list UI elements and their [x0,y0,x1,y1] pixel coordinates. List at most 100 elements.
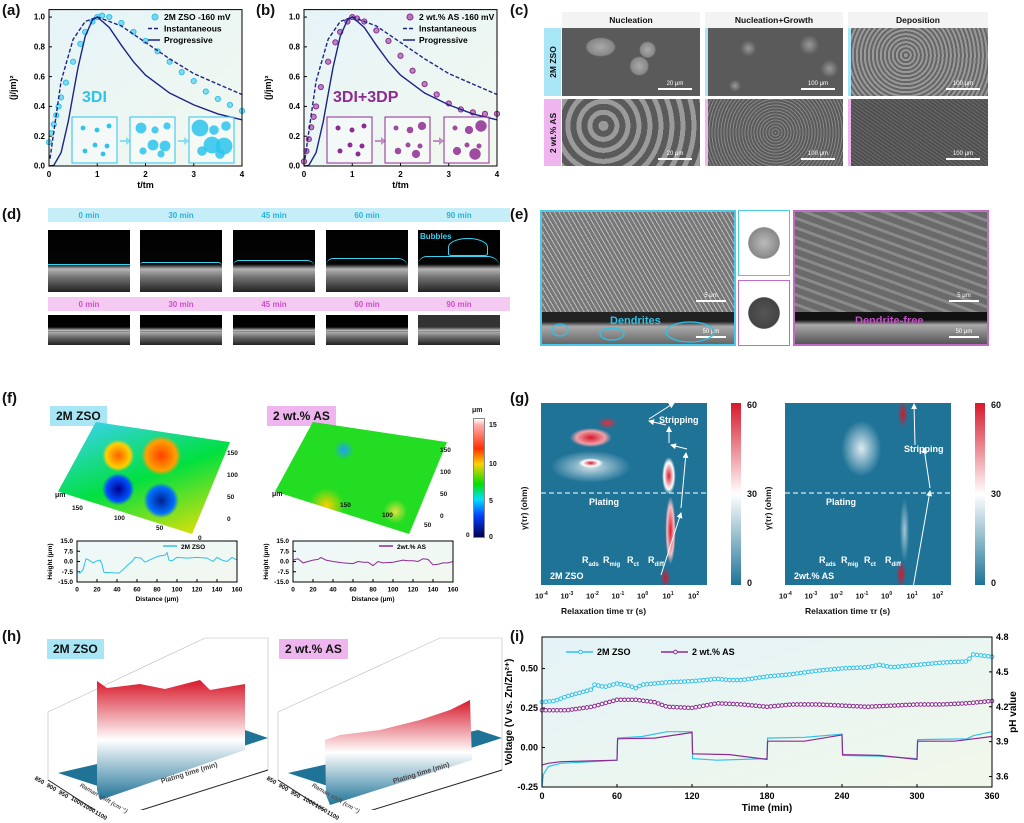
data-point [644,681,650,687]
data-point [858,665,864,670]
data-point [700,703,706,709]
x-tick-label: 10-3 [560,591,574,601]
data-point [892,703,897,708]
data-point [817,668,822,673]
data-point [933,660,939,666]
resistance-subscript: mig [847,561,859,568]
data-point [659,680,665,686]
x-tick-label: 20 [93,587,101,594]
data-point [397,52,404,59]
x-tick-label: 100 [637,591,649,601]
y-tick-label: 0.0 [280,559,289,566]
data-point [982,653,987,659]
nucleus-dot [359,143,365,149]
x-tick-label: 101 [906,591,918,601]
optical-image-as [140,315,222,345]
data-point [772,703,777,709]
plating-label: Plating [826,497,857,507]
data-point [595,683,601,688]
data-point [955,659,961,665]
dendrites-label: Dendrites [610,315,661,327]
data-point [970,700,976,705]
data-point [798,702,804,707]
plot-background [77,541,237,582]
tick-exponent: -2 [838,591,843,597]
data-point [305,136,312,143]
column-header-deposition: Deposition [848,12,988,28]
data-point [610,682,616,687]
data-point [869,664,875,669]
chart-b-nucleation-fit: 0 1 2 3 4 0.0 0.2 0.4 0.6 0.8 1.0 t/tm (j/jm)² 2 wt.%… [263,9,501,190]
x-axis-label: Relaxation time τr (s) [561,606,647,616]
nucleus-dot [417,143,423,149]
row-label-text: 2 wt.% AS [547,112,558,153]
heatmap-annotations [541,403,951,585]
height-colorbar [473,418,485,538]
x-tick-label: 160 [232,587,243,594]
optical-image-zso [233,230,315,292]
x-tick-label: 102 [932,591,944,601]
data-point [952,701,957,707]
y-tick-label: 0.2 [34,132,46,141]
nucleus-dot [464,142,470,148]
data-point [178,69,185,76]
y-tick-label: 7.5 [280,548,289,555]
x-tick-label: 2 [143,170,148,179]
column-header-nucleation: Nucleation [562,12,700,28]
y-axis-label: Height (μm) [263,543,270,579]
arrow [680,452,689,509]
x-tick-label: 1 [350,170,355,179]
data-point [730,701,736,707]
stripping-label: Stripping [659,415,699,425]
data-point [858,704,864,709]
panel-label-c: (c) [510,2,529,19]
data-point [828,702,834,708]
nucleus-dot [157,150,165,158]
data-point [547,707,552,713]
data-point [790,671,796,677]
raman-plot-zso [47,637,269,810]
x-tick-label: 2 [398,170,403,179]
data-point [865,664,871,670]
x-tick-label: 100 [881,591,893,601]
data-point [730,677,736,683]
data-point [682,705,687,710]
x-axis-label: Relaxation time τr (s) [805,606,891,616]
data-point [625,683,631,688]
colorbar-tick: 30 [747,489,758,499]
nucleus-dot [80,125,86,131]
data-point [967,656,972,661]
x-tick-label: 10-2 [586,591,599,601]
data-point [622,682,627,688]
data-point [813,668,819,674]
map-axis-tick: 0 [227,516,231,523]
tick-exponent: -4 [787,591,792,597]
x-tick-label: 60 [133,587,141,594]
optical-image-zso [48,230,130,292]
data-point [944,660,950,665]
deposit-outline-zso [418,256,500,268]
resistance-subscript: ads [825,561,836,568]
y-tick-label: -15.0 [274,579,289,586]
resistance-subscript: mig [609,561,621,568]
data-point [813,702,819,707]
deposit-outline-zso [140,262,222,268]
data-point [824,702,830,708]
y-axis-label: (j/jm)² [263,76,273,101]
data-point [974,700,980,705]
data-point [959,701,965,706]
x-tick-label: 100 [388,587,399,594]
cross-section-dendrite-free [795,312,987,344]
data-point [910,702,916,707]
sem-zso-deposition: 100 μm [848,28,988,96]
x-tick-label: 120 [192,587,203,594]
data-point [670,704,676,710]
map-axis-tick: 150 [340,502,351,509]
plot-frame [303,9,498,167]
nucleus-dot [135,122,147,134]
x-tick-label: 102 [688,591,700,601]
series-line [292,556,454,567]
data-point [963,701,969,706]
data-point [742,702,747,707]
y-tick-label: 0.0 [289,162,301,171]
